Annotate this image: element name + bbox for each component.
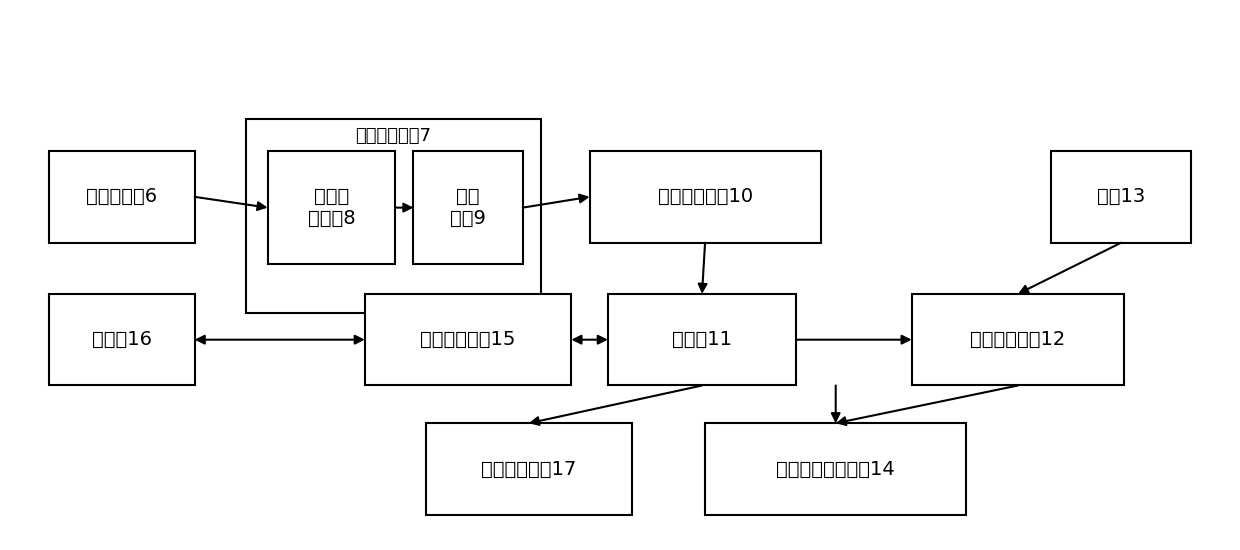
Bar — [413, 151, 523, 264]
Text: 滤波
模块9: 滤波 模块9 — [450, 187, 486, 228]
Text: 液晶显示模块17: 液晶显示模块17 — [481, 460, 577, 478]
Bar — [48, 294, 195, 386]
Text: 蓝牙通信模块15: 蓝牙通信模块15 — [420, 330, 516, 349]
Text: 电机驱动模块12: 电机驱动模块12 — [971, 330, 1065, 349]
Text: 数据采集模块10: 数据采集模块10 — [657, 188, 753, 206]
Bar — [246, 119, 541, 313]
Text: 电机13: 电机13 — [1097, 188, 1146, 206]
Text: 上位机16: 上位机16 — [92, 330, 151, 349]
Bar — [48, 151, 195, 243]
Bar — [365, 294, 572, 386]
Bar — [1052, 151, 1192, 243]
Bar — [425, 424, 632, 515]
Bar — [706, 424, 966, 515]
Text: 信号放
大模块8: 信号放 大模块8 — [308, 187, 355, 228]
Bar — [589, 151, 821, 243]
Text: 单片机11: 单片机11 — [672, 330, 732, 349]
Text: 驱动电流检测模块14: 驱动电流检测模块14 — [776, 460, 895, 478]
Bar — [911, 294, 1125, 386]
Bar — [268, 151, 396, 264]
Text: 信号处理模块7: 信号处理模块7 — [356, 126, 432, 145]
Bar — [608, 294, 796, 386]
Text: 压力传感器6: 压力传感器6 — [87, 188, 157, 206]
